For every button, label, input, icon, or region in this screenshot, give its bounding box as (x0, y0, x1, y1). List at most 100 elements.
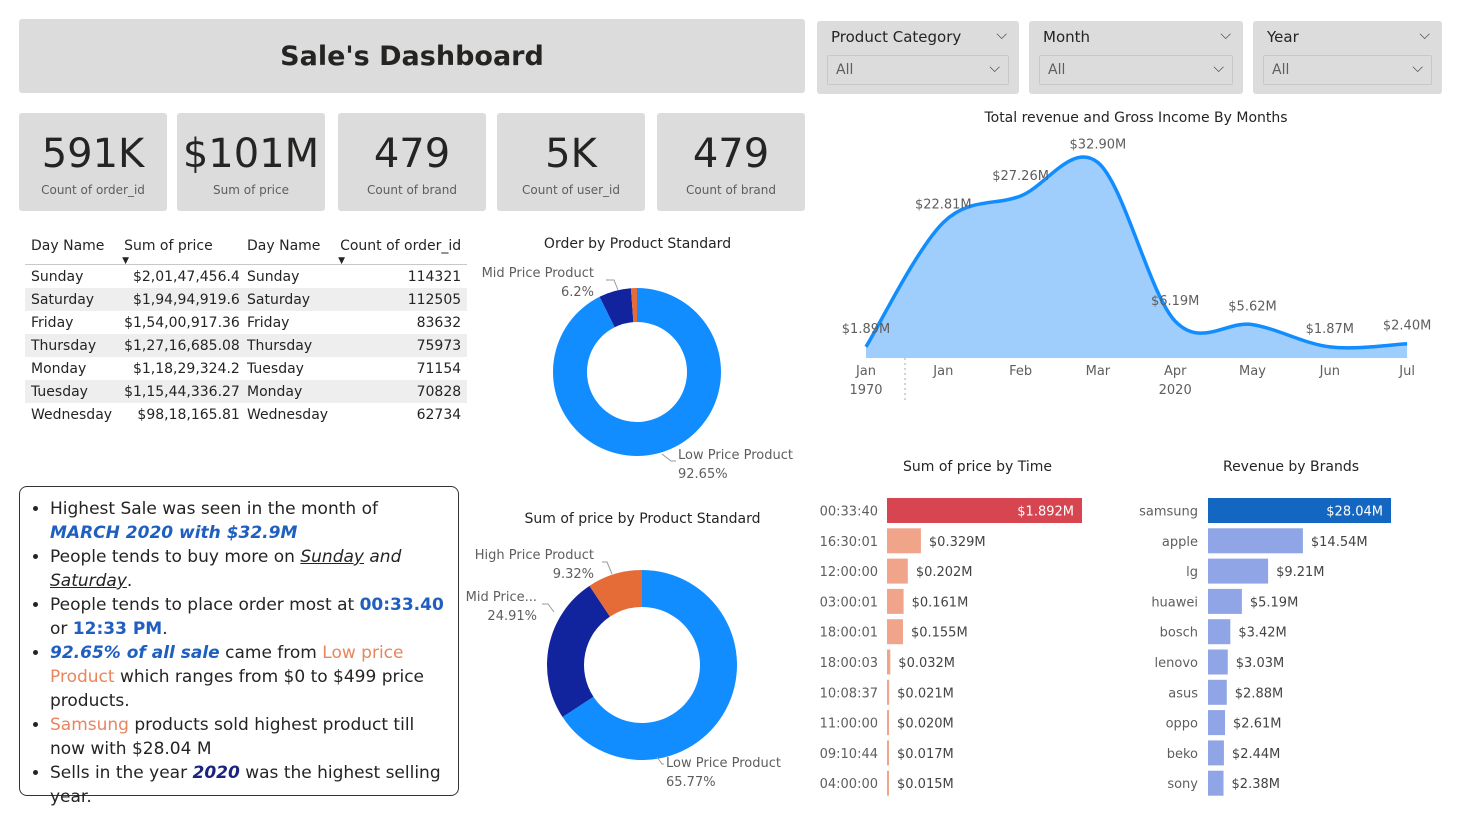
sort-desc-icon: ▼ (338, 256, 345, 266)
data-label: $0.155M (911, 626, 968, 641)
chevron-down-icon[interactable]: ⌵ (1213, 60, 1224, 76)
filter-value: All (1272, 62, 1290, 78)
table-row[interactable]: Sunday $2,01,47,456.4 (25, 265, 246, 289)
y-category-label: 04:00:00 (820, 777, 878, 792)
area-fill (866, 156, 1408, 358)
column-header[interactable]: Day Name (241, 232, 335, 265)
filter-select[interactable]: All ⌵ (827, 55, 1009, 85)
bar (887, 710, 890, 736)
filter-month[interactable]: Month ⌵ All ⌵ (1029, 21, 1243, 94)
column-header-label: Count of order_id (340, 238, 462, 254)
data-label: $1.89M (842, 322, 890, 337)
data-label: $0.017M (897, 747, 954, 762)
y-category-label: 00:33:40 (820, 505, 878, 520)
bar (1208, 588, 1242, 614)
cell-value: $1,27,16,685.08 (118, 334, 246, 357)
table-row[interactable]: Tuesday $1,15,44,336.27 (25, 380, 246, 403)
cell-day: Wednesday (247, 406, 329, 423)
table-row[interactable]: Tuesday 71154 (241, 357, 467, 380)
cell-value: 71154 (416, 360, 462, 377)
cell-value: 83632 (416, 314, 462, 331)
data-label: $6.19M (1151, 294, 1199, 309)
cell-value: $1,94,94,919.6 (118, 288, 246, 311)
table-row[interactable]: Saturday 112505 (241, 288, 468, 311)
cell-value: 70828 (334, 380, 468, 403)
chevron-down-icon[interactable]: ⌵ (1220, 27, 1231, 43)
x-tick-label: Apr (1164, 364, 1187, 379)
y-category-label: asus (1168, 686, 1198, 701)
cell-value: 62734 (416, 406, 462, 423)
slice-value-label: 9.32% (553, 567, 594, 582)
filter-value: All (1048, 62, 1066, 78)
table-row[interactable]: Monday $1,18,29,324.2 (25, 357, 246, 380)
bar (887, 619, 903, 645)
data-label: $0.161M (912, 595, 969, 610)
y-category-label: apple (1162, 535, 1198, 550)
column-header-sorted[interactable]: Sum of price ▼ (118, 232, 246, 266)
leader-line (602, 561, 613, 575)
table-row[interactable]: Saturday $1,94,94,919.6 (25, 288, 246, 311)
data-label: $0.021M (897, 686, 954, 701)
table-row[interactable]: Wednesday 62734 (241, 403, 467, 426)
slice-value-label: 24.91% (487, 609, 537, 624)
data-label: $0.020M (897, 717, 954, 732)
bar-chart-revenue-by-brands: samsung $28.04M apple $14.54M lg $9.21M huawei… (1139, 498, 1391, 796)
chart-title-price-time: Sum of price by Time (903, 459, 1052, 475)
slice-value-label: 65.77% (666, 775, 716, 790)
x-tick-label: May (1239, 364, 1266, 379)
dashboard-title-box: Sale's Dashboard (19, 19, 805, 93)
column-header[interactable]: Day Name (25, 232, 119, 265)
data-label: $1.87M (1306, 322, 1354, 337)
y-category-label: 12:00:00 (820, 565, 878, 580)
table-row[interactable]: Monday 70828 (241, 380, 468, 403)
table-row[interactable]: Friday $1,54,00,917.36 (25, 311, 246, 334)
filter-product-category[interactable]: Product Category ⌵ All ⌵ (817, 21, 1019, 94)
cell-value: 114321 (407, 268, 462, 285)
chart-title-revenue-months: Total revenue and Gross Income By Months (984, 110, 1288, 126)
filter-select[interactable]: All ⌵ (1263, 55, 1432, 85)
kpi-value: 591K (41, 131, 145, 177)
data-label: $2.88M (1235, 686, 1283, 701)
x-tick-label: Feb (1009, 364, 1032, 379)
table-row[interactable]: Thursday 75973 (241, 334, 468, 357)
chevron-down-icon[interactable]: ⌵ (1419, 27, 1430, 43)
x-year-label: 2020 (1159, 383, 1192, 398)
leader-line (661, 453, 676, 462)
y-category-label: 09:10:44 (820, 747, 878, 762)
insight-item: Sells in the year 2020 was the highest s… (50, 761, 444, 809)
bar (887, 528, 921, 554)
filter-select[interactable]: All ⌵ (1039, 55, 1233, 85)
bar (887, 740, 889, 766)
chevron-down-icon[interactable]: ⌵ (996, 27, 1007, 43)
leader-line (606, 279, 619, 291)
table-row[interactable]: Sunday 114321 (241, 265, 467, 289)
table-row[interactable]: Thursday $1,27,16,685.08 (25, 334, 246, 357)
data-label: $0.329M (929, 535, 986, 550)
chevron-down-icon[interactable]: ⌵ (1412, 60, 1423, 76)
table-row[interactable]: Friday 83632 (241, 311, 467, 334)
slice-value-label: 6.2% (561, 285, 594, 300)
bar (887, 588, 904, 614)
kpi-label: Sum of price (213, 183, 289, 197)
filter-label: Month (1043, 28, 1091, 46)
kpi-value: 479 (692, 131, 770, 177)
donut-slice (630, 288, 637, 323)
chevron-down-icon[interactable]: ⌵ (989, 60, 1000, 76)
data-label: $5.62M (1228, 300, 1276, 315)
slice-value-label: 92.65% (678, 467, 728, 482)
filter-label: Year (1267, 28, 1299, 46)
table-row[interactable]: Wednesday $98,18,165.81 (25, 403, 246, 426)
kpi-card-brand-2: 479 Count of brand (657, 113, 805, 211)
donut-slice (599, 288, 634, 328)
data-label: $3.03M (1236, 656, 1284, 671)
bar (887, 498, 1082, 523)
cell-day: Thursday (241, 334, 335, 357)
data-label: $1.892M (1017, 505, 1074, 520)
y-category-label: 16:30:01 (820, 535, 878, 550)
kpi-label: Count of brand (367, 183, 457, 197)
data-label: $2.44M (1232, 747, 1280, 762)
kpi-card-users: 5K Count of user_id (497, 113, 645, 211)
filter-label: Product Category (831, 28, 962, 46)
filter-year[interactable]: Year ⌵ All ⌵ (1253, 21, 1442, 94)
column-header-sorted[interactable]: Count of order_id ▼ (334, 232, 468, 266)
